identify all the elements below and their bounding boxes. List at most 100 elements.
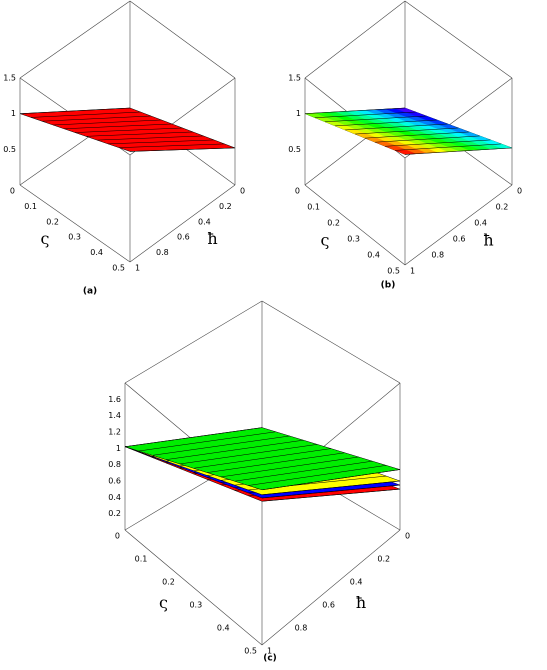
y-tick-label: 0.2 [496,203,509,212]
mesh-line [354,127,459,135]
y-tick-label: 0.6 [453,235,466,244]
panel: 0.5 1 1.5 0 0.1 0.2 0.3 0.4 0.5 0 0.2 0.4 0.6 0.8 1 ς ħ [288,0,522,276]
y-tick-label: 0 [517,187,522,196]
y-tick-label: 0.6 [322,601,335,610]
z-tick-label: 0.4 [108,493,121,502]
z-tick-label: 1.5 [288,74,301,83]
caption: (b) [381,281,396,291]
z-tick-label: 0.5 [3,145,16,154]
mesh-line [404,147,513,155]
box-edge [261,529,401,646]
y-tick-label: 0.8 [156,248,169,257]
mesh-line [314,111,416,118]
y-tick-label: 0.4 [350,578,363,587]
caption: (c) [263,654,277,664]
z-tick-label: 1.2 [108,428,121,437]
mesh-line [63,123,173,130]
x-axis-label: ς [41,229,50,248]
box-edge [124,300,263,384]
x-tick-label: 0.1 [135,555,148,564]
x-tick-label: 0.4 [90,248,103,257]
x-tick-label: 0.2 [162,578,175,587]
z-tick-label: 1 [11,109,16,118]
y-tick-label: 0.8 [431,251,444,260]
x-tick-label: 0.3 [68,233,81,242]
mesh-line [344,123,448,131]
mesh-line [394,143,502,151]
box-edge [304,0,406,79]
y-axis-label: ħ [483,231,493,250]
mesh-line [107,139,215,145]
box-edge [261,300,401,384]
mesh-line [234,460,373,482]
x-tick-label: 0.2 [46,217,59,226]
mesh-line [248,465,387,486]
mesh-line [207,452,345,473]
x-tick-label: 0.5 [112,264,125,273]
z-tick-label: 1.4 [108,411,121,420]
box-edge [19,184,131,263]
y-tick-label: 1 [267,647,272,656]
x-tick-label: 0.5 [244,647,257,656]
caption: (a) [83,287,97,297]
y-tick-label: 0.2 [219,202,232,211]
mesh-line [30,111,141,118]
z-tick-label: 0.5 [288,145,301,154]
box-edge [124,529,263,646]
mesh-line [179,444,318,465]
mesh-line [152,435,290,456]
y-tick-label: 0 [240,187,245,196]
mesh-line [384,139,491,147]
box-edge [404,184,513,266]
y-axis-label: ħ [356,593,366,612]
mesh-line [304,107,406,114]
box-edge [304,184,406,266]
y-axis-label: ħ [207,229,217,248]
panel: 0.2 0.4 0.6 0.8 1 1.2 1.4 1.6 0 0.1 0.2 0.3 0.4 0.5 0 0… [108,300,410,656]
box-edge [404,0,513,79]
y-tick-label: 1 [410,267,415,276]
x-tick-label: 0.3 [347,235,360,244]
y-tick-label: 0.4 [198,217,211,226]
mesh-line [52,119,162,126]
y-tick-label: 0.6 [177,233,190,242]
x-tick-label: 0.4 [367,251,380,260]
mesh-line [364,131,470,139]
x-tick-label: 0 [115,532,120,541]
mesh-line [261,488,401,502]
y-tick-label: 1 [135,264,140,273]
y-tick-label: 0.8 [295,624,308,633]
panel: 0.5 1 1.5 0 0.1 0.2 0.3 0.4 0.5 0 0.2 0.4 0.6 0.8 1 ς ħ [3,0,245,273]
mesh-line [124,427,263,447]
x-axis-label: ς [321,231,330,250]
box-edge [129,0,236,79]
y-tick-label: 0 [405,532,410,541]
mesh-line [334,119,438,127]
y-tick-label: 0.2 [377,555,390,564]
mesh-line [193,448,332,469]
z-tick-label: 0.6 [108,477,121,486]
box-edge [129,184,236,263]
z-tick-label: 1 [296,109,301,118]
z-tick-label: 0.2 [108,509,121,518]
z-tick-label: 1 [116,444,121,453]
z-tick-label: 0.8 [108,460,121,469]
x-tick-label: 0.1 [307,203,320,212]
mesh-line [166,439,304,460]
mesh-line [96,135,204,141]
mesh-line [220,456,359,478]
x-tick-label: 0 [295,187,300,196]
mesh-line [129,147,236,152]
mesh-line [261,469,401,491]
mesh-line [261,484,401,499]
mesh-line [118,143,225,148]
mesh-line [261,480,401,495]
x-tick-label: 0.2 [327,219,340,228]
mesh-line [19,107,131,114]
x-axis-label: ς [159,593,168,612]
x-tick-label: 0 [10,187,15,196]
x-tick-label: 0.4 [217,624,230,633]
x-tick-label: 0.1 [24,202,37,211]
mesh-line [138,431,276,452]
